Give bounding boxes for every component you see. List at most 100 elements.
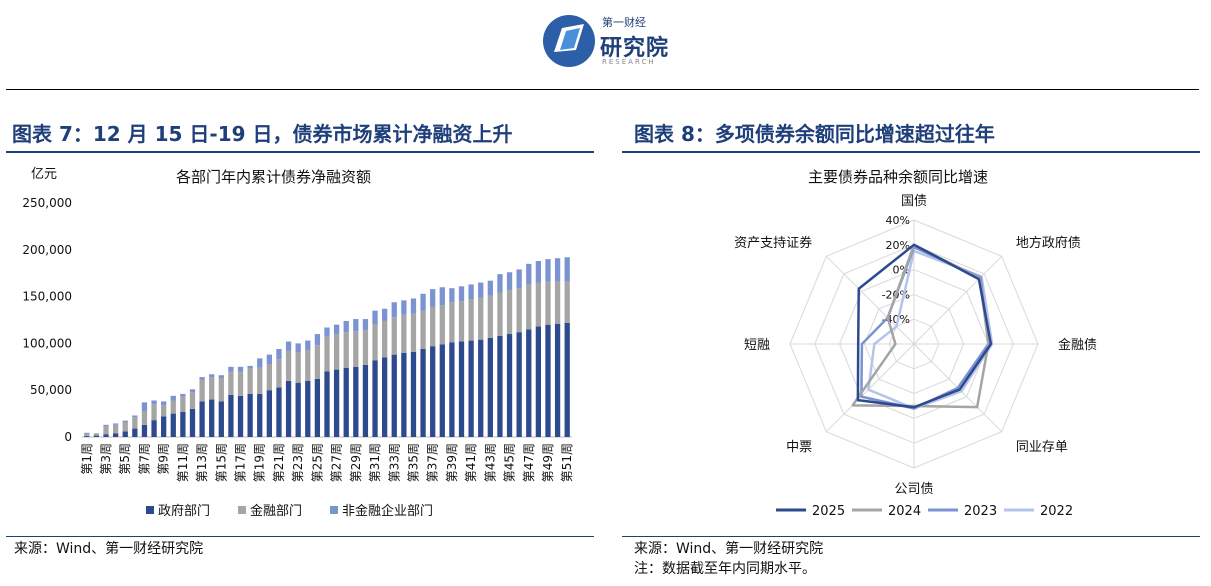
radar-axis-label: 地方政府债 bbox=[1016, 235, 1081, 251]
bar-segment bbox=[161, 405, 167, 417]
bar-segment bbox=[401, 352, 407, 437]
bar-segment bbox=[132, 415, 138, 418]
bar-segment bbox=[526, 263, 532, 285]
x-tick-label: 第15周 bbox=[214, 443, 228, 482]
bar-segment bbox=[554, 323, 561, 437]
stacked-bar-chart: 亿元 0 50,000 100,000 150,000 200,000 250,000 第… bbox=[22, 167, 574, 519]
bar-segment bbox=[209, 399, 215, 437]
bar-segment bbox=[353, 319, 359, 332]
right-note: 注：数据截至年内同期水平。 bbox=[634, 561, 816, 577]
legend-label: 非金融企业部门 bbox=[342, 503, 433, 519]
bar-segment bbox=[506, 290, 513, 335]
bar-segment bbox=[266, 354, 272, 364]
bar-segment bbox=[497, 274, 503, 293]
x-tick-label: 第45周 bbox=[503, 443, 517, 482]
left-title-rule bbox=[6, 151, 594, 153]
bar-segment bbox=[295, 352, 301, 383]
x-tick-label: 第3周 bbox=[99, 443, 113, 475]
bar-segment bbox=[189, 389, 196, 393]
bar-segment bbox=[122, 422, 128, 432]
bar-segment bbox=[506, 272, 513, 291]
header-divider bbox=[6, 89, 1199, 90]
bar-segment bbox=[487, 280, 493, 296]
bar-segment bbox=[430, 346, 436, 437]
bar-segment bbox=[478, 282, 484, 298]
radar-tick-label: 40% bbox=[886, 214, 910, 227]
x-tick-label: 第41周 bbox=[464, 443, 478, 482]
radar-tick-label: 20% bbox=[886, 239, 910, 252]
bar-segment bbox=[266, 363, 272, 391]
bar-segment bbox=[141, 402, 148, 412]
bar-segment bbox=[103, 434, 109, 437]
x-tick-label: 第35周 bbox=[406, 443, 420, 482]
bar-segment bbox=[410, 351, 417, 437]
bar-segment bbox=[276, 387, 282, 437]
bar-segment bbox=[112, 433, 119, 437]
bar-segment bbox=[564, 281, 570, 323]
x-tick-label: 第13周 bbox=[195, 443, 209, 482]
x-tick-label: 第33周 bbox=[387, 443, 401, 482]
x-tick-label: 第43周 bbox=[483, 443, 497, 482]
bar-segment bbox=[478, 339, 484, 437]
bar-segment bbox=[84, 434, 90, 437]
radar-series-line bbox=[856, 243, 993, 409]
x-tick-label: 第17周 bbox=[234, 443, 248, 482]
bar-segment bbox=[458, 286, 465, 302]
bar-segment bbox=[343, 320, 349, 333]
bar-segment bbox=[324, 336, 330, 372]
bar-segment bbox=[324, 327, 330, 337]
bar-segment bbox=[487, 295, 493, 338]
right-title-rule bbox=[622, 151, 1200, 153]
bar-segment bbox=[458, 301, 465, 342]
bar-segment bbox=[218, 378, 224, 402]
x-tick-label: 第47周 bbox=[522, 443, 536, 482]
x-tick-label: 第9周 bbox=[157, 443, 171, 475]
y-axis-unit: 亿元 bbox=[31, 167, 57, 182]
bar-segment bbox=[257, 358, 263, 368]
bar-segment bbox=[209, 377, 215, 400]
bar-segment bbox=[391, 302, 397, 318]
y-tick-label: 200,000 bbox=[22, 243, 72, 257]
bar-segment bbox=[285, 380, 292, 437]
bar-segment bbox=[468, 340, 474, 437]
left-figure-title: 图表 7：12 月 15 日-19 日，债券市场累计净融资上升 bbox=[12, 122, 513, 146]
bar-segment bbox=[545, 324, 551, 437]
bar-segment bbox=[478, 297, 484, 340]
radar-axis-label: 国债 bbox=[901, 194, 927, 209]
bar-segment bbox=[314, 378, 321, 437]
bar-segment bbox=[103, 424, 109, 427]
brand-logo: 第一财经 研究院 RESEARCH bbox=[540, 8, 680, 70]
bar-segment bbox=[170, 413, 176, 437]
x-tick-label: 第51周 bbox=[560, 443, 574, 482]
x-tick-label: 第11周 bbox=[176, 443, 190, 482]
bar-segment bbox=[401, 300, 407, 315]
logo-big-text: 研究院 bbox=[600, 36, 670, 61]
right-figure-title: 图表 8：多项债券余额同比增速超过往年 bbox=[634, 122, 995, 146]
bar-segment bbox=[535, 261, 542, 283]
bar-segment bbox=[362, 364, 369, 437]
bar-segment bbox=[535, 326, 542, 437]
bar-segment bbox=[382, 320, 388, 358]
x-tick-label: 第23周 bbox=[291, 443, 305, 482]
bar-segment bbox=[141, 424, 148, 437]
right-source: 来源：Wind、第一财经研究院 bbox=[634, 541, 824, 557]
bar-segment bbox=[324, 371, 330, 437]
bar-segment bbox=[382, 308, 388, 321]
x-tick-label: 第29周 bbox=[349, 443, 363, 482]
bar-segment bbox=[180, 393, 186, 397]
bar-segment bbox=[449, 342, 455, 437]
radar-chart-title: 主要债券品种余额同比增速 bbox=[808, 168, 989, 186]
bar-segment bbox=[420, 310, 426, 350]
y-tick-label: 100,000 bbox=[22, 336, 72, 350]
bar-segment bbox=[382, 357, 388, 437]
bar-segment bbox=[305, 340, 311, 350]
bar-segment bbox=[112, 424, 119, 434]
bar-segment bbox=[199, 377, 205, 380]
bar-segment bbox=[372, 310, 378, 325]
bar-segment bbox=[526, 284, 532, 330]
bar-segment bbox=[430, 306, 436, 347]
bar-segment bbox=[237, 371, 244, 396]
bar-segment bbox=[161, 416, 167, 437]
bar-segment bbox=[430, 289, 436, 307]
radar-spoke bbox=[825, 343, 915, 433]
